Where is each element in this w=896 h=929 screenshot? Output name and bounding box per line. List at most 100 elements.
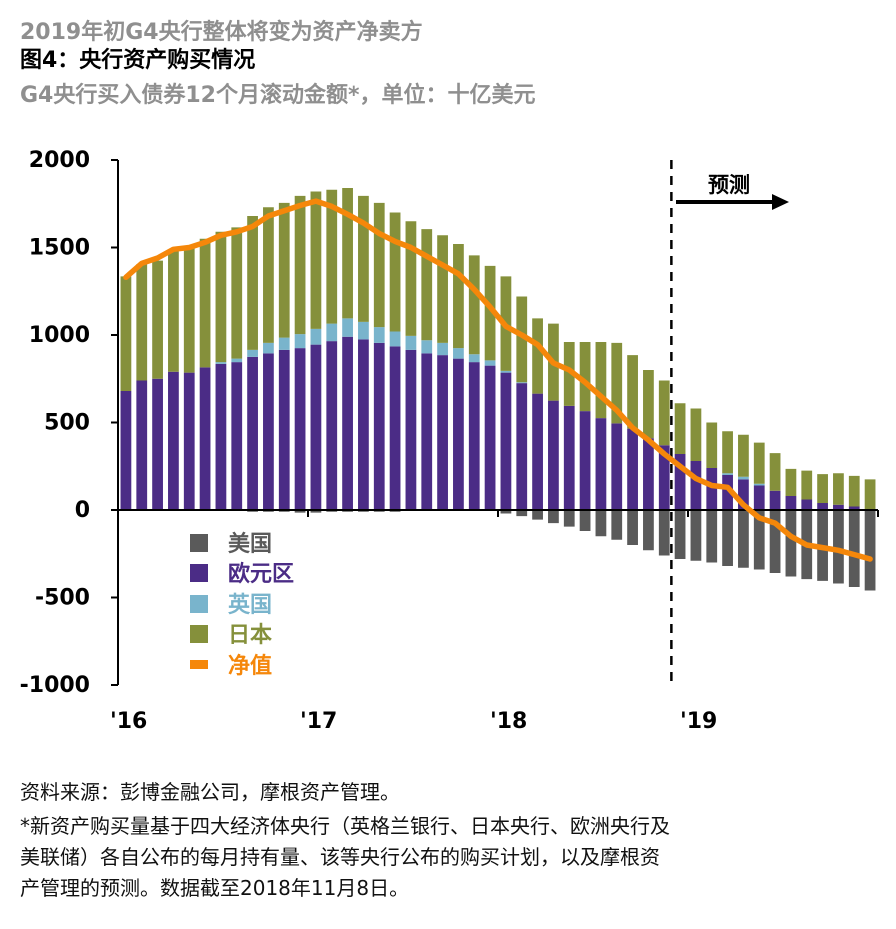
bar-japan (389, 212, 401, 332)
bar-euro (817, 503, 828, 510)
bar-japan (294, 195, 306, 335)
legend-label-euro: 欧元区 (228, 561, 294, 587)
bar-japan (278, 202, 290, 338)
bar-euro (437, 355, 448, 510)
bar-japan (785, 468, 797, 496)
bar-us (864, 510, 876, 591)
bar-euro (263, 353, 274, 510)
bar-japan (120, 276, 132, 391)
line-net (123, 198, 873, 562)
legend-label-net: 净值 (228, 653, 272, 679)
bar-us (753, 510, 765, 570)
bar-uk (326, 323, 338, 342)
bar-us (658, 510, 670, 556)
bar-euro (326, 341, 338, 510)
bar-euro (231, 362, 243, 510)
footnote-line-2: 美联储）各自公布的每月持有量、该等央行公布的购买计划，以及摩根资 (20, 845, 660, 869)
bar-uk (389, 331, 401, 347)
bar-japan (738, 434, 749, 477)
chart-title: 图4：央行资产购买情况 (20, 48, 256, 73)
legend-label-us: 美国 (228, 531, 272, 557)
footnote-line-3: 产管理的预测。数据截至2018年11月8日。 (20, 876, 410, 900)
bar-japan (405, 221, 417, 336)
source-note: 资料来源：彭博金融公司，摩根资产管理。 (20, 780, 400, 804)
bar-us (516, 510, 528, 517)
bar-japan (690, 408, 702, 461)
bar-japan (484, 265, 496, 361)
bar-euro (738, 479, 749, 510)
bar-us (532, 510, 543, 520)
bar-uk (738, 476, 749, 480)
bar-us (785, 510, 797, 577)
bar-euro (690, 461, 702, 510)
bar-japan (373, 202, 385, 328)
bar-us (548, 510, 559, 524)
bar-euro (183, 372, 195, 510)
bar-euro (484, 365, 496, 510)
bar-japan (674, 403, 686, 454)
bar-japan (532, 318, 543, 394)
bar-japan (563, 342, 575, 406)
bar-japan (326, 189, 338, 324)
legend-swatch-net (190, 660, 208, 669)
bar-uk (263, 342, 274, 354)
bar-us (706, 510, 718, 563)
y-tick-label: 1500 (29, 236, 90, 261)
bar-japan (247, 216, 258, 350)
bar-uk (358, 321, 369, 340)
bar-japan (342, 188, 353, 319)
y-tick-label: 2000 (29, 148, 90, 173)
forecast-arrow-head (772, 194, 789, 210)
bar-euro (136, 380, 148, 510)
chart-subtitle: G4央行买入债券12个月滚动金额*，单位：十亿美元 (20, 83, 536, 108)
bar-japan (183, 245, 195, 373)
bar-uk (215, 362, 227, 364)
bar-euro (278, 349, 290, 510)
bar-uk (231, 358, 243, 363)
bar-japan (801, 470, 813, 500)
bar-japan (658, 380, 670, 446)
bar-euro (563, 405, 575, 510)
footnote-line-1: *新资产购买量基于四大经济体央行（英格兰银行、日本央行、欧洲央行及 (20, 814, 670, 838)
bar-euro (848, 506, 860, 510)
bar-euro (453, 358, 464, 510)
bar-us (738, 510, 749, 568)
bar-us (690, 510, 702, 561)
y-tick-label: 1000 (29, 323, 90, 348)
bar-us (833, 510, 844, 584)
bar-euro (548, 400, 559, 510)
bar-us (627, 510, 638, 545)
bar-euro (579, 411, 591, 510)
bar-euro (215, 363, 227, 510)
x-tick-label: '16 (110, 709, 147, 734)
bar-euro (769, 490, 781, 510)
bar-uk (468, 354, 480, 363)
bar-euro (674, 454, 686, 510)
bar-japan (168, 249, 179, 372)
bar-us (643, 510, 654, 551)
bar-us (563, 510, 575, 527)
bar-euro (706, 468, 718, 510)
bar-uk (421, 340, 433, 354)
bar-euro (468, 362, 480, 510)
bond-purchase-chart: -1000 -500 0 500 1000 1500 2000 '16 '17 '18 '19 预测美… (20, 148, 879, 734)
bar-euro (373, 342, 385, 510)
bar-euro (753, 485, 765, 510)
bar-euro (342, 336, 353, 510)
y-tick-label: 0 (75, 498, 90, 523)
bar-euro (643, 438, 654, 510)
bar-japan (310, 191, 322, 329)
legend-swatch-japan (190, 625, 208, 643)
bar-euro (611, 423, 623, 510)
bar-euro (168, 371, 179, 510)
bar-japan (833, 473, 844, 505)
bar-euro (358, 339, 369, 510)
bar-us (294, 510, 306, 513)
bar-japan (722, 431, 733, 474)
bar-japan (421, 229, 433, 341)
bar-us (722, 510, 733, 566)
bar-us (674, 510, 686, 559)
bar-japan (453, 244, 464, 349)
bar-us (310, 510, 322, 513)
bar-japan (152, 260, 163, 379)
